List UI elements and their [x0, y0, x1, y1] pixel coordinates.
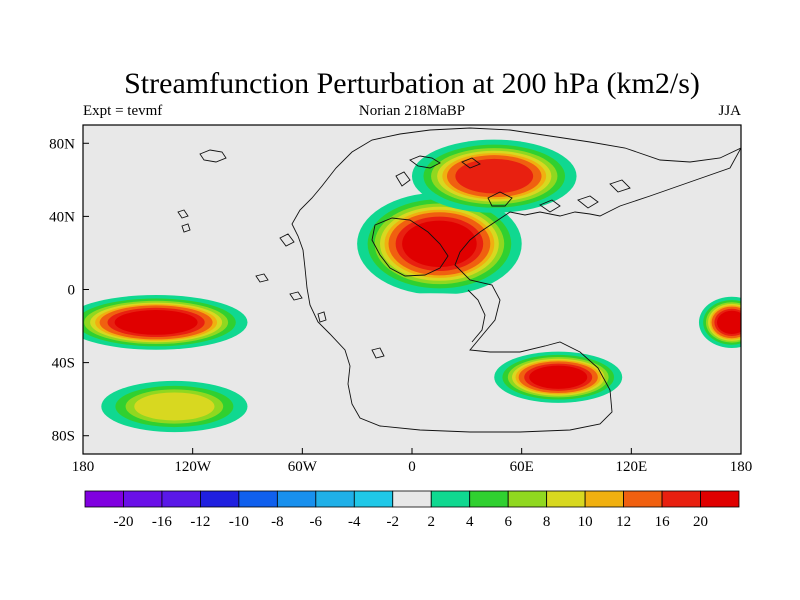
colorbar-label: 10 [578, 514, 593, 530]
contour-field [83, 125, 741, 454]
coastline-west-islands [255, 233, 385, 359]
coastline-main [291, 127, 741, 433]
x-tick-label: 120E [615, 459, 647, 475]
subtitle-center: Norian 218MaBP [359, 103, 465, 119]
colorbar-swatch [700, 490, 740, 508]
x-tick-label: 180 [730, 459, 753, 475]
colorbar-swatch [623, 490, 663, 508]
colorbar-label: -2 [387, 514, 400, 530]
colorbar-swatch [546, 490, 586, 508]
field-feature-3 [686, 201, 741, 268]
colorbar-label: 6 [504, 514, 512, 530]
y-tick-label: 80N [49, 136, 75, 152]
colorbar-label: 4 [466, 514, 474, 530]
field-feature-6 [83, 295, 248, 350]
subtitle-left: Expt = tevmf [83, 103, 162, 119]
field-feature-1 [119, 146, 285, 250]
contour-band [716, 310, 741, 334]
y-tick-label: 40N [49, 209, 75, 225]
x-tick-label: 60W [288, 459, 318, 475]
x-tick-label: 60E [510, 459, 534, 475]
field-feature-7 [698, 296, 741, 348]
contour-band [622, 399, 696, 429]
colorbar-label: 2 [427, 514, 435, 530]
colorbar-label: -20 [114, 514, 134, 530]
colorbar: -20 -16 -12 -10 -8 -6 -4 -2 2 4 6 8 10 12 16 20 [84, 490, 740, 530]
colorbar-swatch [430, 490, 471, 508]
contour-band [293, 366, 422, 425]
contour-band [455, 158, 534, 194]
colorbar-label: 12 [616, 514, 631, 530]
contour-band [134, 392, 215, 421]
x-tick-label: 0 [408, 459, 416, 475]
contour-band [114, 310, 198, 335]
contour-band [529, 365, 588, 389]
field-feature-11 [101, 380, 248, 433]
field-feature-5 [411, 139, 577, 213]
colorbar-swatch [276, 490, 317, 508]
colorbar-label: -12 [190, 514, 210, 530]
contour-band [302, 293, 559, 352]
field-feature-8 [302, 293, 559, 352]
x-tick-label: 120W [174, 459, 212, 475]
subtitle-right: JJA [718, 103, 741, 119]
contour-band [677, 128, 741, 202]
colorbar-label: -10 [229, 514, 249, 530]
colorbar-label: 20 [693, 514, 708, 530]
colorbar-swatch [200, 490, 240, 508]
chart-title: Streamfunction Perturbation at 200 hPa (… [124, 67, 700, 100]
coastline-outline [177, 127, 741, 433]
colorbar-swatch [392, 490, 432, 508]
colorbar-label: -4 [348, 514, 361, 530]
coastline-north-islands [395, 155, 513, 207]
field-feature-2 [677, 128, 741, 202]
colorbar-swatch [584, 490, 624, 508]
field-feature-10 [494, 351, 623, 403]
x-tick-label: 180 [72, 459, 95, 475]
colorbar-swatch [661, 490, 701, 508]
colorbar-swatch [123, 490, 163, 508]
colorbar-swatch [84, 490, 124, 508]
coastline-pacific-islands [177, 149, 227, 233]
field-feature-12 [622, 399, 696, 429]
colorbar-label: 8 [543, 514, 551, 530]
field-feature-0 [83, 128, 142, 202]
colorbar-label: -16 [152, 514, 172, 530]
field-feature-9 [293, 366, 422, 425]
x-axis-ticks: 180 120W 60W 0 60E 120E 180 [72, 448, 753, 475]
contour-band [686, 201, 741, 268]
coastline-rift [467, 289, 486, 343]
colorbar-swatch [315, 490, 355, 508]
colorbar-swatch [353, 490, 394, 508]
contour-band [119, 146, 285, 250]
colorbar-label: -8 [271, 514, 284, 530]
y-tick-label: 80S [52, 429, 75, 445]
y-axis-ticks: 80N 40N 0 40S 80S [49, 136, 89, 445]
coastline-east-islands [539, 179, 631, 213]
colorbar-label: 16 [655, 514, 671, 530]
colorbar-swatch [161, 490, 201, 508]
colorbar-swatch [507, 490, 548, 508]
coastline-inland-basin [371, 217, 449, 277]
colorbar-swatch [238, 490, 278, 508]
y-tick-label: 0 [68, 283, 76, 299]
colorbar-swatch [469, 490, 509, 508]
colorbar-label: -6 [310, 514, 323, 530]
y-tick-label: 40S [52, 356, 75, 372]
